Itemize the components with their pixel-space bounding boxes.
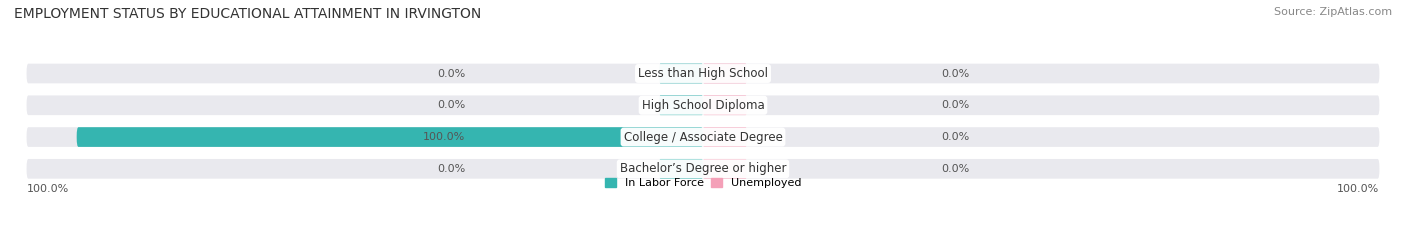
FancyBboxPatch shape — [659, 96, 703, 115]
FancyBboxPatch shape — [703, 64, 747, 83]
Text: 100.0%: 100.0% — [1337, 184, 1379, 194]
Text: Bachelor’s Degree or higher: Bachelor’s Degree or higher — [620, 162, 786, 175]
FancyBboxPatch shape — [703, 127, 747, 147]
Text: 0.0%: 0.0% — [437, 164, 465, 174]
Text: 100.0%: 100.0% — [423, 132, 465, 142]
FancyBboxPatch shape — [27, 159, 1379, 179]
Text: 100.0%: 100.0% — [27, 184, 69, 194]
Legend: In Labor Force, Unemployed: In Labor Force, Unemployed — [605, 178, 801, 188]
FancyBboxPatch shape — [27, 127, 1379, 147]
FancyBboxPatch shape — [659, 64, 703, 83]
FancyBboxPatch shape — [27, 64, 1379, 83]
Text: 0.0%: 0.0% — [941, 100, 969, 110]
Text: 0.0%: 0.0% — [437, 69, 465, 79]
FancyBboxPatch shape — [27, 96, 1379, 115]
Text: EMPLOYMENT STATUS BY EDUCATIONAL ATTAINMENT IN IRVINGTON: EMPLOYMENT STATUS BY EDUCATIONAL ATTAINM… — [14, 7, 481, 21]
FancyBboxPatch shape — [659, 159, 703, 179]
FancyBboxPatch shape — [703, 159, 747, 179]
Text: Source: ZipAtlas.com: Source: ZipAtlas.com — [1274, 7, 1392, 17]
Text: College / Associate Degree: College / Associate Degree — [624, 130, 782, 144]
FancyBboxPatch shape — [703, 96, 747, 115]
Text: 0.0%: 0.0% — [437, 100, 465, 110]
Text: Less than High School: Less than High School — [638, 67, 768, 80]
Text: 0.0%: 0.0% — [941, 132, 969, 142]
Text: 0.0%: 0.0% — [941, 69, 969, 79]
FancyBboxPatch shape — [77, 127, 703, 147]
Text: 0.0%: 0.0% — [941, 164, 969, 174]
Text: High School Diploma: High School Diploma — [641, 99, 765, 112]
